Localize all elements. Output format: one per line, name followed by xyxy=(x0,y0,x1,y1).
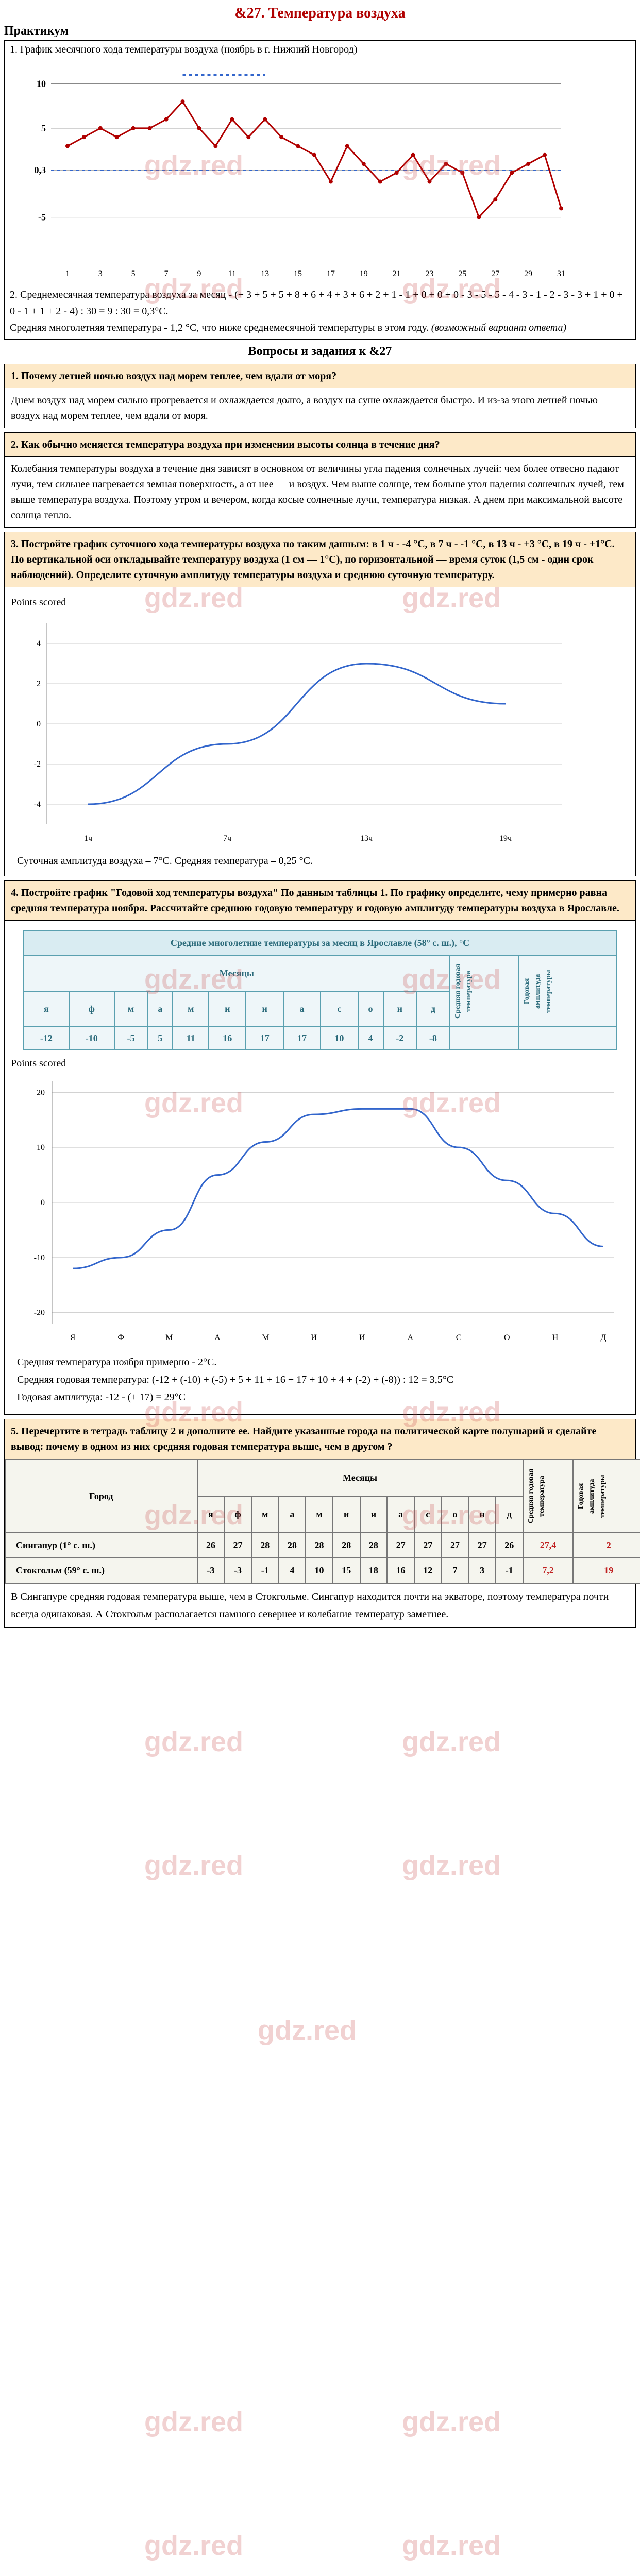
svg-text:5: 5 xyxy=(131,269,136,278)
svg-text:1: 1 xyxy=(65,269,70,278)
svg-text:Д: Д xyxy=(601,1333,607,1342)
svg-text:-5: -5 xyxy=(38,212,46,223)
svg-text:Н: Н xyxy=(552,1333,559,1342)
watermark: gdz.red xyxy=(144,2530,243,2562)
svg-text:-20: -20 xyxy=(34,1309,45,1317)
svg-text:20: 20 xyxy=(37,1088,45,1097)
q5-conclusion: В Сингапуре средняя годовая температура … xyxy=(11,1588,629,1623)
svg-text:3: 3 xyxy=(98,269,103,278)
q2-question: 2. Как обычно меняется температура возду… xyxy=(4,432,636,457)
svg-text:С: С xyxy=(456,1333,462,1342)
svg-text:5: 5 xyxy=(41,123,46,133)
watermark: gdz.red xyxy=(402,2406,501,2438)
svg-text:-10: -10 xyxy=(34,1253,45,1262)
svg-text:9: 9 xyxy=(197,269,201,278)
q3-answer: Points scored -4 -2 0 2 4 1ч 7ч 13ч 19ч Суточная… xyxy=(4,587,636,876)
svg-text:М: М xyxy=(262,1333,269,1342)
svg-text:0: 0 xyxy=(41,1198,45,1207)
q4-answer: Средние многолетние температуры за месяц… xyxy=(4,921,636,1415)
praktikum-box: 1. График месячного хода температуры воз… xyxy=(4,40,636,340)
q1-answer: Днем воздух над морем сильно прогреваетс… xyxy=(4,388,636,428)
praktikum-p1: 1. График месячного хода температуры воз… xyxy=(10,44,630,56)
yaroslavl-table: Средние многолетние температуры за месяц… xyxy=(23,930,617,1050)
svg-text:А: А xyxy=(408,1333,414,1342)
watermark: gdz.red xyxy=(144,2406,243,2438)
svg-text:И: И xyxy=(359,1333,365,1342)
svg-text:7: 7 xyxy=(164,269,169,278)
svg-text:10: 10 xyxy=(37,79,46,89)
cities-table: ГородМесяцыСредняя годовая температураГо… xyxy=(5,1459,640,1584)
chart2-title: Points scored xyxy=(11,595,629,610)
svg-text:4: 4 xyxy=(37,639,41,648)
svg-text:17: 17 xyxy=(327,269,335,278)
svg-text:21: 21 xyxy=(393,269,401,278)
q3-caption: Суточная амплитуда воздуха – 7°C. Средня… xyxy=(17,853,623,869)
q2-answer: Колебания температуры воздуха в течение … xyxy=(4,457,636,528)
svg-text:Я: Я xyxy=(70,1333,76,1342)
svg-text:19ч: 19ч xyxy=(499,834,512,843)
praktikum-p3a: Средняя многолетняя температура - 1,2 °C… xyxy=(10,322,431,333)
svg-text:11: 11 xyxy=(228,269,236,278)
watermark: gdz.red xyxy=(144,1850,243,1882)
watermark: gdz.red xyxy=(402,1726,501,1758)
q4-calc-3: Годовая амплитуда: -12 - (+ 17) = 29°C xyxy=(17,1388,623,1406)
svg-text:31: 31 xyxy=(557,269,565,278)
svg-text:13ч: 13ч xyxy=(360,834,373,843)
q5-question: 5. Перечертите в тетрадь таблицу 2 и доп… xyxy=(4,1419,636,1459)
svg-text:1ч: 1ч xyxy=(84,834,92,843)
praktikum-p3b: (возможный вариант ответа) xyxy=(431,322,566,333)
page-title: &27. Температура воздуха xyxy=(0,5,640,22)
svg-text:Ф: Ф xyxy=(117,1333,124,1342)
annual-temp-chart: -20 -10 0 10 20 Я Ф М А М И И А С О Н Д xyxy=(11,1071,629,1349)
chart3-title: Points scored xyxy=(11,1056,629,1071)
svg-text:27: 27 xyxy=(491,269,499,278)
svg-text:-2: -2 xyxy=(34,760,41,769)
watermark: gdz.red xyxy=(402,1850,501,1882)
svg-text:0: 0 xyxy=(37,720,41,728)
daily-temp-chart: -4 -2 0 2 4 1ч 7ч 13ч 19ч xyxy=(11,613,578,850)
questions-header: Вопросы и задания к &27 xyxy=(0,345,640,359)
watermark: gdz.red xyxy=(144,1726,243,1758)
q4-question: 4. Постройте график "Годовой ход темпера… xyxy=(4,880,636,921)
svg-text:13: 13 xyxy=(261,269,269,278)
svg-text:2: 2 xyxy=(37,680,41,688)
svg-text:25: 25 xyxy=(458,269,466,278)
subtitle: Практикум xyxy=(4,24,640,38)
svg-text:И: И xyxy=(311,1333,317,1342)
svg-text:7ч: 7ч xyxy=(223,834,231,843)
svg-text:М: М xyxy=(165,1333,173,1342)
q3-question: 3. Постройте график суточного хода темпе… xyxy=(4,532,636,587)
svg-text:-4: -4 xyxy=(34,800,41,809)
watermark: gdz.red xyxy=(402,2530,501,2562)
svg-text:А: А xyxy=(214,1333,221,1342)
q4-calc-2: Средняя годовая температура: (-12 + (-10… xyxy=(17,1371,623,1388)
monthly-temp-chart: -50,3510135791113151719212325272931 xyxy=(10,56,577,282)
svg-text:23: 23 xyxy=(426,269,434,278)
q1-question: 1. Почему летней ночью воздух над морем … xyxy=(4,364,636,388)
q5-answer: ГородМесяцыСредняя годовая температураГо… xyxy=(4,1459,636,1628)
svg-text:15: 15 xyxy=(294,269,302,278)
svg-text:О: О xyxy=(504,1333,510,1342)
q4-calc-1: Средняя температура ноября примерно - 2°… xyxy=(17,1353,623,1371)
svg-text:19: 19 xyxy=(360,269,368,278)
svg-text:10: 10 xyxy=(37,1143,45,1152)
svg-text:29: 29 xyxy=(524,269,532,278)
watermark: gdz.red xyxy=(258,2014,357,2046)
praktikum-p2: 2. Среднемесячная температура воздуха за… xyxy=(10,286,630,319)
svg-text:0,3: 0,3 xyxy=(35,165,46,175)
